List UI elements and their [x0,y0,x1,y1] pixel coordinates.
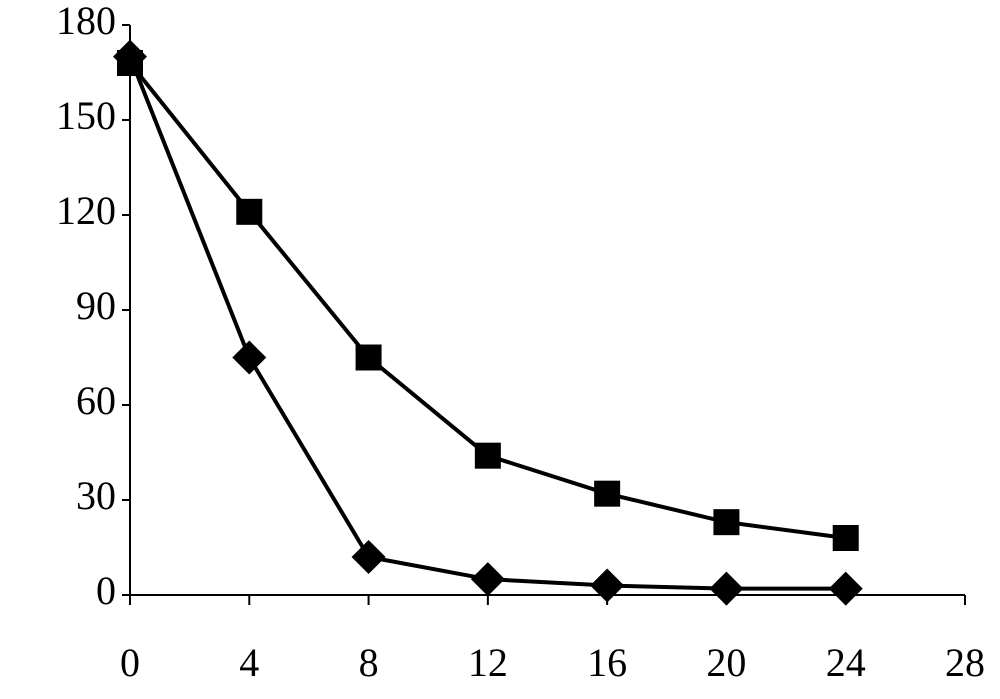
series-line [128,55,846,591]
y-tick-label: 0 [96,568,116,613]
y-tick-label: 150 [56,93,116,138]
point-marker [709,571,744,606]
x-tick-label: 12 [468,640,508,685]
point-marker [236,198,263,225]
point-marker [590,568,625,603]
point-marker [594,480,621,507]
y-tick-label: 60 [76,378,116,423]
y-tick-label: 30 [76,473,116,518]
x-tick-label: 0 [120,640,140,685]
point-marker [832,525,859,551]
x-tick-label: 28 [945,640,985,685]
y-tick-label: 180 [56,0,116,43]
y-tick-label: 120 [56,188,116,233]
y-tick-label: 90 [76,283,116,328]
point-marker [713,509,740,536]
point-marker [474,442,501,469]
x-tick-label: 20 [706,640,746,685]
point-marker [232,340,267,375]
x-tick-label: 24 [826,640,866,685]
x-tick-label: 8 [359,640,379,685]
point-marker [351,540,386,574]
x-tick-label: 16 [587,640,627,685]
point-marker [470,562,505,597]
point-marker [113,39,147,74]
point-marker [355,344,382,371]
point-marker [828,571,863,606]
x-tick-label: 4 [239,640,259,685]
